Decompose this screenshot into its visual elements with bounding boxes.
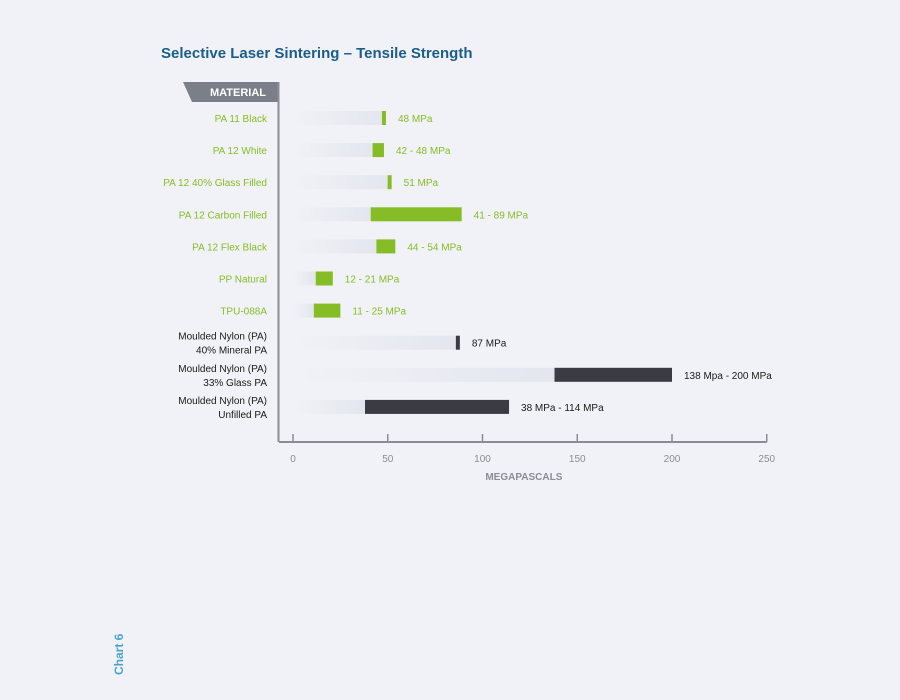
bar-track [293, 303, 314, 318]
chart-caption: Chart 6 [112, 633, 126, 675]
bar-1 [372, 143, 384, 158]
category-label-0-0: PA 11 Black [215, 114, 268, 125]
value-label-1: 42 - 48 MPa [396, 146, 451, 157]
category-label-2-0: PA 12 40% Glass Filled [163, 178, 267, 189]
x-tick-label-1: 50 [382, 454, 394, 465]
bar-track [293, 399, 366, 414]
bar-9 [365, 399, 510, 414]
value-label-2: 51 MPa [404, 178, 439, 189]
chart-title: Selective Laser Sintering – Tensile Stre… [161, 45, 473, 62]
value-label-3: 41 - 89 MPa [474, 210, 529, 221]
bar-track [293, 143, 373, 158]
bar-2 [387, 175, 392, 190]
x-tick-label-3: 150 [569, 454, 586, 465]
bar-track [293, 335, 458, 350]
value-label-4: 44 - 54 MPa [407, 242, 462, 253]
category-label-7-0: Moulded Nylon (PA) [178, 332, 267, 343]
x-tick-label-2: 100 [474, 454, 491, 465]
bar-track [293, 271, 316, 286]
bar-6 [313, 303, 341, 318]
bar-track [293, 239, 377, 254]
bar-7 [455, 335, 460, 350]
x-tick-label-0: 0 [290, 454, 296, 465]
bar-8 [554, 367, 672, 382]
category-label-6-0: TPU-088A [220, 307, 267, 318]
category-label-8-0: Moulded Nylon (PA) [178, 364, 267, 375]
x-axis-title: MEGAPASCALS [485, 472, 562, 483]
bar-5 [315, 271, 333, 286]
value-label-5: 12 - 21 MPa [345, 275, 400, 286]
category-header-label: MATERIAL [210, 87, 266, 99]
value-label-6: 11 - 25 MPa [352, 307, 406, 318]
x-tick-label-5: 250 [758, 454, 775, 465]
category-header-tab [183, 82, 278, 102]
category-label-9-1: Unfilled PA [218, 410, 267, 421]
bar-4 [376, 239, 396, 254]
category-label-9-0: Moulded Nylon (PA) [178, 396, 267, 407]
bar-track [293, 111, 384, 125]
x-tick-label-4: 200 [664, 454, 681, 465]
bar-3 [370, 207, 462, 222]
bar-0 [381, 111, 386, 125]
category-label-8-1: 33% Glass PA [203, 378, 267, 389]
category-label-1-0: PA 12 White [213, 146, 268, 157]
category-label-3-0: PA 12 Carbon Filled [179, 210, 267, 221]
category-label-5-0: PP Natural [219, 275, 267, 286]
bar-track [293, 175, 390, 190]
value-label-8: 138 Mpa - 200 MPa [684, 371, 772, 382]
value-label-0: 48 MPa [398, 114, 433, 125]
category-label-4-0: PA 12 Flex Black [192, 242, 268, 253]
value-label-9: 38 MPa - 114 MPa [521, 403, 604, 414]
category-label-7-1: 40% Mineral PA [196, 346, 267, 357]
bar-track [293, 367, 555, 382]
bar-track [293, 207, 371, 222]
value-label-7: 87 MPa [472, 339, 507, 350]
